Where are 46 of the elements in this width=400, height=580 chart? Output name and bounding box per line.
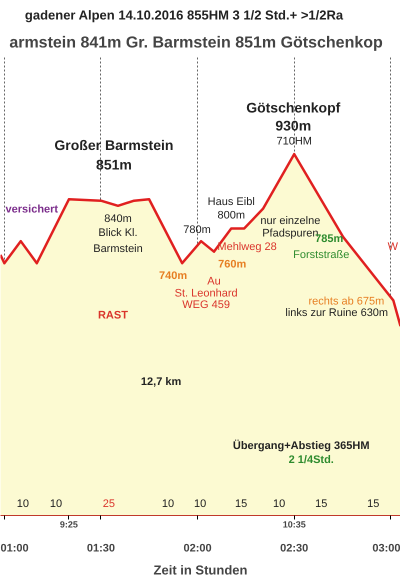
annotation: 800m	[217, 210, 245, 222]
text: 930m	[275, 118, 312, 134]
annotation: 851m	[96, 156, 132, 173]
annotation: 12,7 km	[140, 376, 182, 388]
annotation: Barmstein	[93, 243, 143, 256]
text: Götschenkopf	[246, 99, 341, 116]
annotation: Blick Kl.	[98, 227, 138, 240]
annotation: 15	[234, 498, 248, 510]
annotation: 10	[194, 498, 206, 510]
text: Großer Barmstein	[54, 137, 174, 154]
annotation: RAST	[98, 309, 128, 322]
x-tick-label: 01:30	[86, 542, 116, 554]
x-tick-label: 01:00	[0, 542, 29, 554]
text: 710HM	[276, 135, 312, 148]
annotation: Übergang+Abstieg 365HM	[232, 439, 370, 452]
annotation: nur einzelne	[260, 214, 320, 227]
annotation: Haus Eibl	[208, 196, 255, 208]
annotation: 740m	[158, 270, 188, 282]
annotation: versichert	[6, 204, 58, 216]
annotation: rechts ab 675m	[308, 296, 384, 308]
annotation: Au	[207, 275, 221, 288]
annotation: St. Leonhard	[174, 288, 238, 300]
annotation: 15	[315, 498, 328, 510]
x-axis-title: Zeit in Stunden	[154, 562, 248, 578]
annotation: 10	[162, 498, 174, 510]
annotation: Forststraße	[293, 248, 350, 261]
text: 9:25	[60, 520, 78, 530]
annotation: WEG 459	[182, 298, 230, 311]
annotation: 840m	[104, 212, 132, 225]
x-tick-label: 03:00	[372, 542, 400, 554]
annotation: Mehlweg 28	[217, 240, 277, 253]
text: 10:35	[282, 520, 306, 530]
annotation: 10	[273, 498, 286, 510]
annotation: 15	[367, 498, 380, 510]
chart-subtitle: gadener Alpen 14.10.2016 855HM 3 1/2 Std.+ >1/2Ra	[24, 8, 344, 22]
annotation: 10	[16, 498, 30, 510]
annotation: 10	[50, 498, 62, 510]
annotation: 25	[102, 498, 116, 510]
chart-title: armstein 841m Gr. Barmstein 851m Götschenkop	[9, 34, 384, 52]
annotation: 780m	[183, 224, 211, 236]
annotation: links zur Ruine 630m	[285, 307, 388, 320]
annotation: 2 1/4Std.	[288, 454, 334, 466]
x-tick-label: 02:30	[280, 542, 308, 554]
annotation: 760m	[218, 258, 246, 270]
annotation: W	[388, 240, 399, 253]
x-tick-label: 02:00	[184, 542, 212, 554]
